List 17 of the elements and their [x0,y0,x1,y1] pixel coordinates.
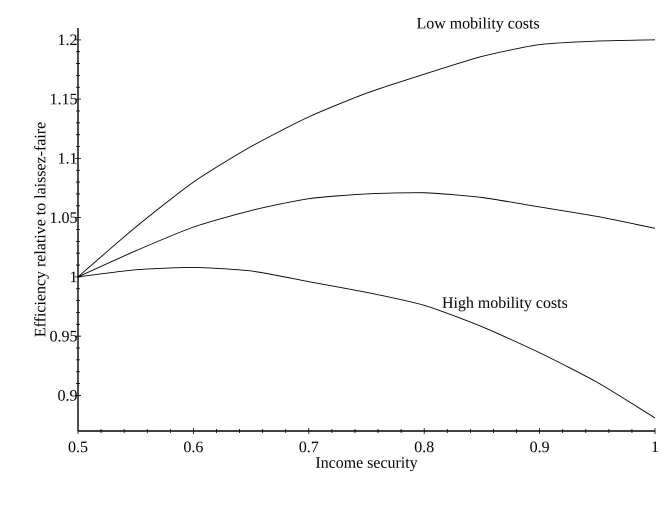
y-axis-title: Efficiency relative to laissez-faire [34,122,49,337]
series-label: High mobility costs [442,296,568,312]
y-tick-label: 1 [70,272,77,282]
y-tick-label: 1.05 [50,212,77,224]
y-tick-label: 1.15 [50,94,77,104]
x-tick-label: 1 [652,442,658,452]
x-tick-label: 0.7 [299,442,318,452]
y-tick-label: 0.9 [58,390,77,401]
x-tick-label: 0.6 [184,442,203,452]
x-tick-label: 0.5 [68,442,88,452]
y-tick-label: 1.1 [58,153,77,164]
x-axis-title: Income security [316,457,418,472]
x-tick-label: 0.9 [530,442,549,452]
series-label: Low mobility costs [416,17,540,32]
y-tick-label: 1.2 [58,34,77,46]
y-tick-label: 0.95 [50,330,77,342]
x-tick-label: 0.8 [414,442,434,452]
